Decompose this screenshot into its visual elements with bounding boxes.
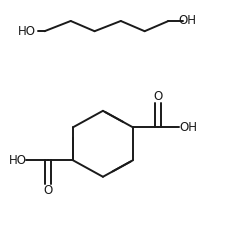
Text: OH: OH bbox=[179, 14, 197, 27]
Text: O: O bbox=[43, 185, 52, 198]
Text: HO: HO bbox=[9, 154, 26, 167]
Text: O: O bbox=[153, 90, 163, 103]
Text: OH: OH bbox=[179, 121, 197, 134]
Text: HO: HO bbox=[18, 25, 36, 38]
